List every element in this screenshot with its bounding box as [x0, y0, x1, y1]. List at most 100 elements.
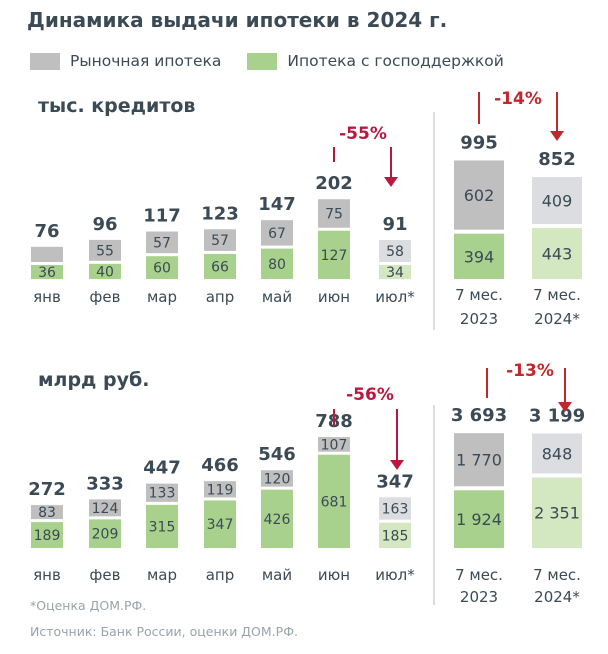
bar-state	[89, 519, 121, 548]
ytd-category-label: 2023	[460, 588, 498, 606]
arrow-down-icon	[390, 460, 404, 470]
bar-state	[146, 256, 178, 279]
ytd-bar-state	[532, 477, 582, 548]
ytd-label-market: 848	[542, 444, 573, 463]
ytd-category-label: 7 мес.	[455, 566, 503, 584]
category-label: июн	[318, 566, 350, 584]
change-label: -56%	[346, 385, 394, 405]
total-label: 546	[258, 444, 296, 465]
bar-market	[379, 497, 411, 520]
legend: Рыночная ипотека Ипотека с господдержкой	[30, 52, 504, 70]
legend-swatch-market	[30, 52, 60, 70]
ytd-bar-market	[454, 160, 504, 230]
total-label: 76	[34, 221, 59, 242]
section-title: тыс. кредитов	[38, 95, 195, 117]
bar-market	[318, 199, 350, 228]
ytd-bar-market	[532, 433, 582, 474]
ytd-label-state: 2 351	[534, 504, 580, 523]
bar-label-market: 163	[382, 501, 409, 517]
bar-market	[146, 231, 178, 254]
arrow-down-icon	[558, 402, 572, 412]
bar-state	[204, 500, 236, 548]
ytd-category-label: 7 мес.	[533, 286, 581, 304]
category-label: фев	[90, 288, 121, 306]
bar-market	[318, 437, 350, 452]
total-label: 333	[86, 473, 124, 494]
bar-label-state: 127	[321, 248, 348, 264]
ytd-category-label: 7 мес.	[455, 286, 503, 304]
bar-state	[261, 489, 293, 548]
footnote-estimate: *Оценка ДОМ.РФ.	[30, 598, 147, 613]
category-label: апр	[206, 288, 235, 306]
bar-market	[89, 499, 121, 517]
bar-label-state: 315	[149, 519, 176, 535]
ytd-change-label: -14%	[494, 89, 542, 109]
bar-label-market: 120	[264, 471, 291, 487]
bar-label-market: 75	[325, 206, 343, 222]
arrow-down-icon	[384, 177, 398, 187]
category-label: июн	[318, 288, 350, 306]
ytd-bar-state	[532, 228, 582, 279]
total-label: 117	[143, 206, 181, 227]
bar-label-market: 57	[211, 233, 229, 249]
bar-state	[261, 248, 293, 279]
legend-swatch-state	[247, 52, 278, 70]
bar-label-market: 58	[386, 244, 404, 260]
bar-label-market: 55	[96, 243, 114, 259]
ytd-change-label: -13%	[506, 361, 554, 381]
ytd-category-label: 2024*	[534, 310, 580, 328]
bar-label-state: 426	[264, 512, 291, 528]
ytd-label-market: 409	[542, 192, 573, 211]
bar-label-state: 60	[153, 261, 171, 277]
arrow-down-icon	[550, 131, 564, 141]
change-label: -55%	[339, 124, 387, 144]
ytd-bar-market	[454, 433, 504, 487]
bar-label-market: 107	[321, 437, 348, 453]
bar-market	[261, 220, 293, 246]
bar-market	[89, 239, 121, 261]
bar-state	[318, 454, 350, 548]
category-label: мар	[147, 288, 177, 306]
category-label: янв	[33, 566, 61, 584]
bar-state	[89, 263, 121, 279]
ytd-label-market: 602	[464, 186, 495, 205]
category-label: июл*	[375, 288, 415, 306]
total-label: 466	[201, 455, 239, 476]
bar-label-market: 124	[92, 501, 119, 517]
bar-label-state: 681	[321, 494, 348, 510]
bar-label-state: 209	[92, 527, 119, 543]
ytd-total-label: 852	[538, 149, 576, 170]
footnote-source: Источник: Банк России, оценки ДОМ.РФ.	[30, 624, 298, 639]
bar-state	[146, 504, 178, 548]
legend-label-state: Ипотека с господдержкой	[287, 52, 504, 70]
bar-label-state: 80	[268, 257, 286, 273]
bar-label-state: 66	[211, 259, 229, 275]
bar-state	[379, 522, 411, 548]
total-label: 123	[201, 203, 239, 224]
ytd-bar-state	[454, 233, 504, 279]
ytd-category-label: 7 мес.	[533, 566, 581, 584]
ytd-total-label: 3 199	[529, 405, 585, 426]
bar-market	[379, 239, 411, 262]
total-label: 272	[28, 479, 66, 500]
bar-label-market: 133	[149, 486, 176, 502]
ytd-total-label: 995	[460, 132, 498, 153]
total-label: 96	[92, 214, 117, 235]
legend-label-market: Рыночная ипотека	[70, 52, 222, 70]
bar-market	[31, 246, 63, 262]
chart-title: Динамика выдачи ипотеки в 2024 г.	[27, 8, 448, 32]
bar-market	[146, 483, 178, 502]
bar-market	[261, 470, 293, 487]
bar-state	[31, 522, 63, 548]
bar-market	[204, 229, 236, 251]
ytd-label-state: 394	[464, 247, 495, 266]
bar-label-state: 185	[382, 528, 409, 544]
bar-label-market: 57	[153, 235, 171, 251]
total-label: 91	[382, 214, 407, 235]
category-label: янв	[33, 288, 61, 306]
bar-market	[31, 505, 63, 520]
bar-state	[318, 230, 350, 279]
bar-label-market: 119	[207, 482, 234, 498]
category-label: фев	[90, 566, 121, 584]
